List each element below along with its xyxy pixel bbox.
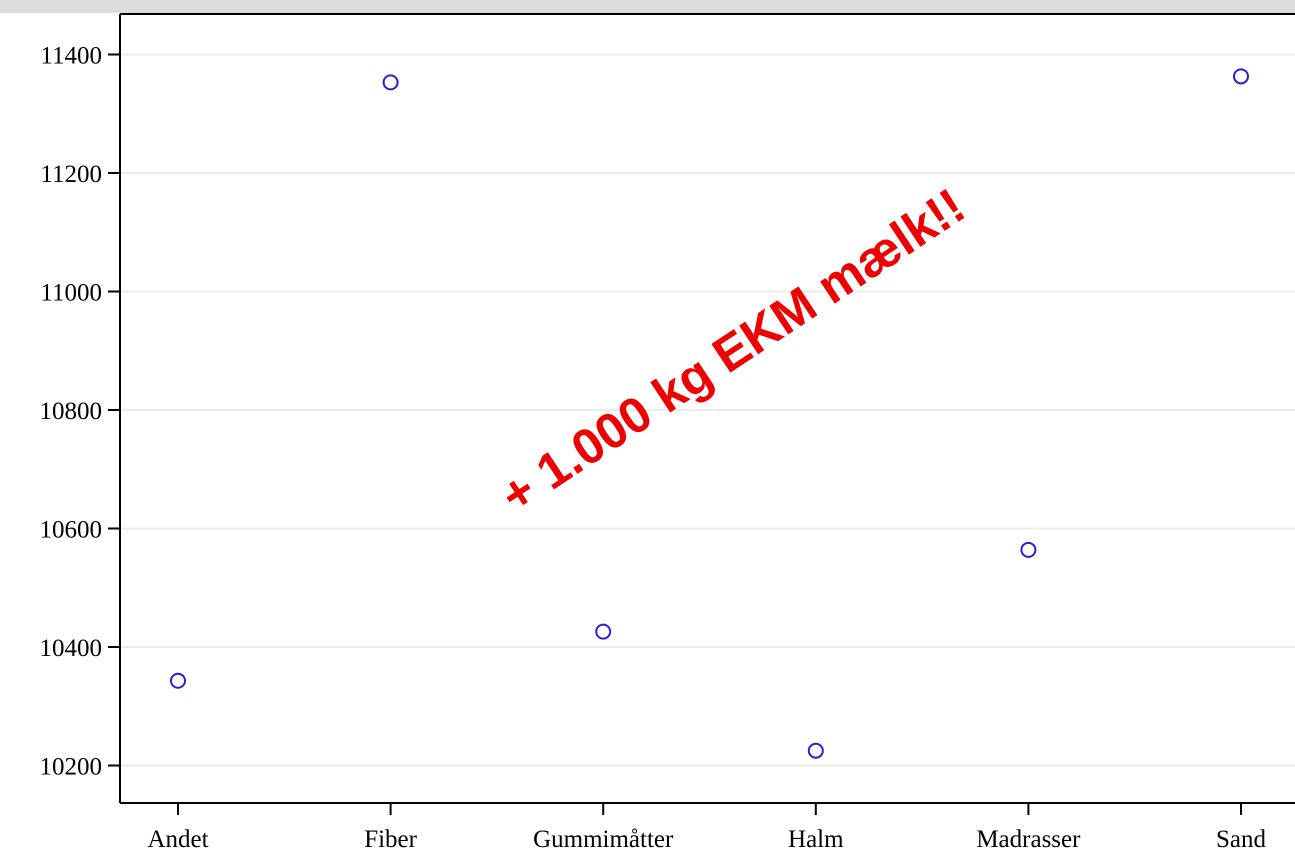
y-axis-ticks: 10200 10400 10600 10800 11000 11200 11400 xyxy=(40,43,120,781)
top-bar xyxy=(0,0,1295,13)
y-tick-label-10400: 10400 xyxy=(40,635,103,662)
x-tick-label-Fiber: Fiber xyxy=(364,826,417,853)
x-tick-label-Gummimåtter: Gummimåtter xyxy=(533,826,674,853)
annotation-text: + 1.000 kg EKM mælk!! xyxy=(491,178,975,525)
y-tick-label-10200: 10200 xyxy=(40,754,103,781)
x-tick-label-Andet: Andet xyxy=(147,826,208,853)
grid-lines xyxy=(121,53,1295,767)
data-point-Halm xyxy=(807,742,824,759)
data-point-Gummimåtter xyxy=(595,623,612,640)
x-axis-ticks: Andet Fiber Gummimåtter Halm Madrasser Sand xyxy=(147,803,1267,853)
y-tick-label-11000: 11000 xyxy=(40,280,102,307)
data-point-Madrasser xyxy=(1020,541,1037,558)
data-point-Fiber xyxy=(382,74,399,91)
data-points xyxy=(170,68,1249,759)
y-tick-label-10600: 10600 xyxy=(40,517,103,544)
x-tick-label-Madrasser: Madrasser xyxy=(976,826,1081,853)
x-tick-label-Halm: Halm xyxy=(788,826,844,853)
y-tick-label-11200: 11200 xyxy=(40,161,102,188)
y-tick-label-11400: 11400 xyxy=(40,43,102,70)
axes xyxy=(119,13,1295,804)
data-point-Andet xyxy=(170,672,186,689)
y-tick-label-10800: 10800 xyxy=(40,398,103,425)
x-tick-label-Sand: Sand xyxy=(1216,826,1267,853)
data-point-Sand xyxy=(1233,68,1249,85)
